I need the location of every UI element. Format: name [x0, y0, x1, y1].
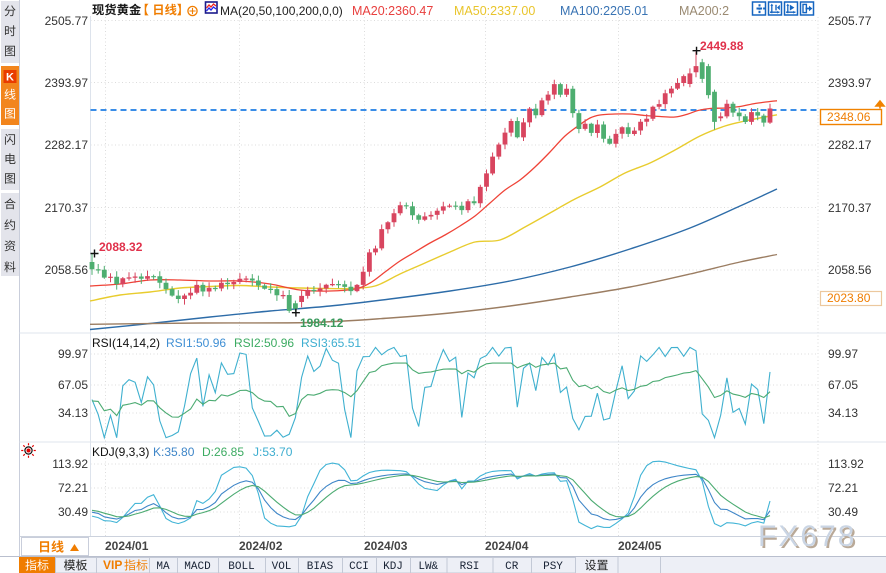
svg-text:K: K: [6, 72, 14, 84]
svg-text:VIP: VIP: [103, 558, 122, 572]
svg-text:RSI: RSI: [460, 561, 480, 573]
svg-text:CCI: CCI: [349, 561, 369, 573]
svg-text:BOLL: BOLL: [228, 561, 254, 573]
svg-text:LW&: LW&: [418, 561, 438, 573]
svg-text:CR: CR: [505, 561, 519, 573]
svg-text:BIAS: BIAS: [307, 561, 334, 573]
svg-text:MACD: MACD: [184, 561, 211, 573]
svg-text:PSY: PSY: [543, 561, 563, 573]
svg-text:MA: MA: [156, 561, 170, 573]
svg-text:KDJ: KDJ: [383, 561, 403, 573]
svg-text:VOL: VOL: [272, 561, 292, 573]
